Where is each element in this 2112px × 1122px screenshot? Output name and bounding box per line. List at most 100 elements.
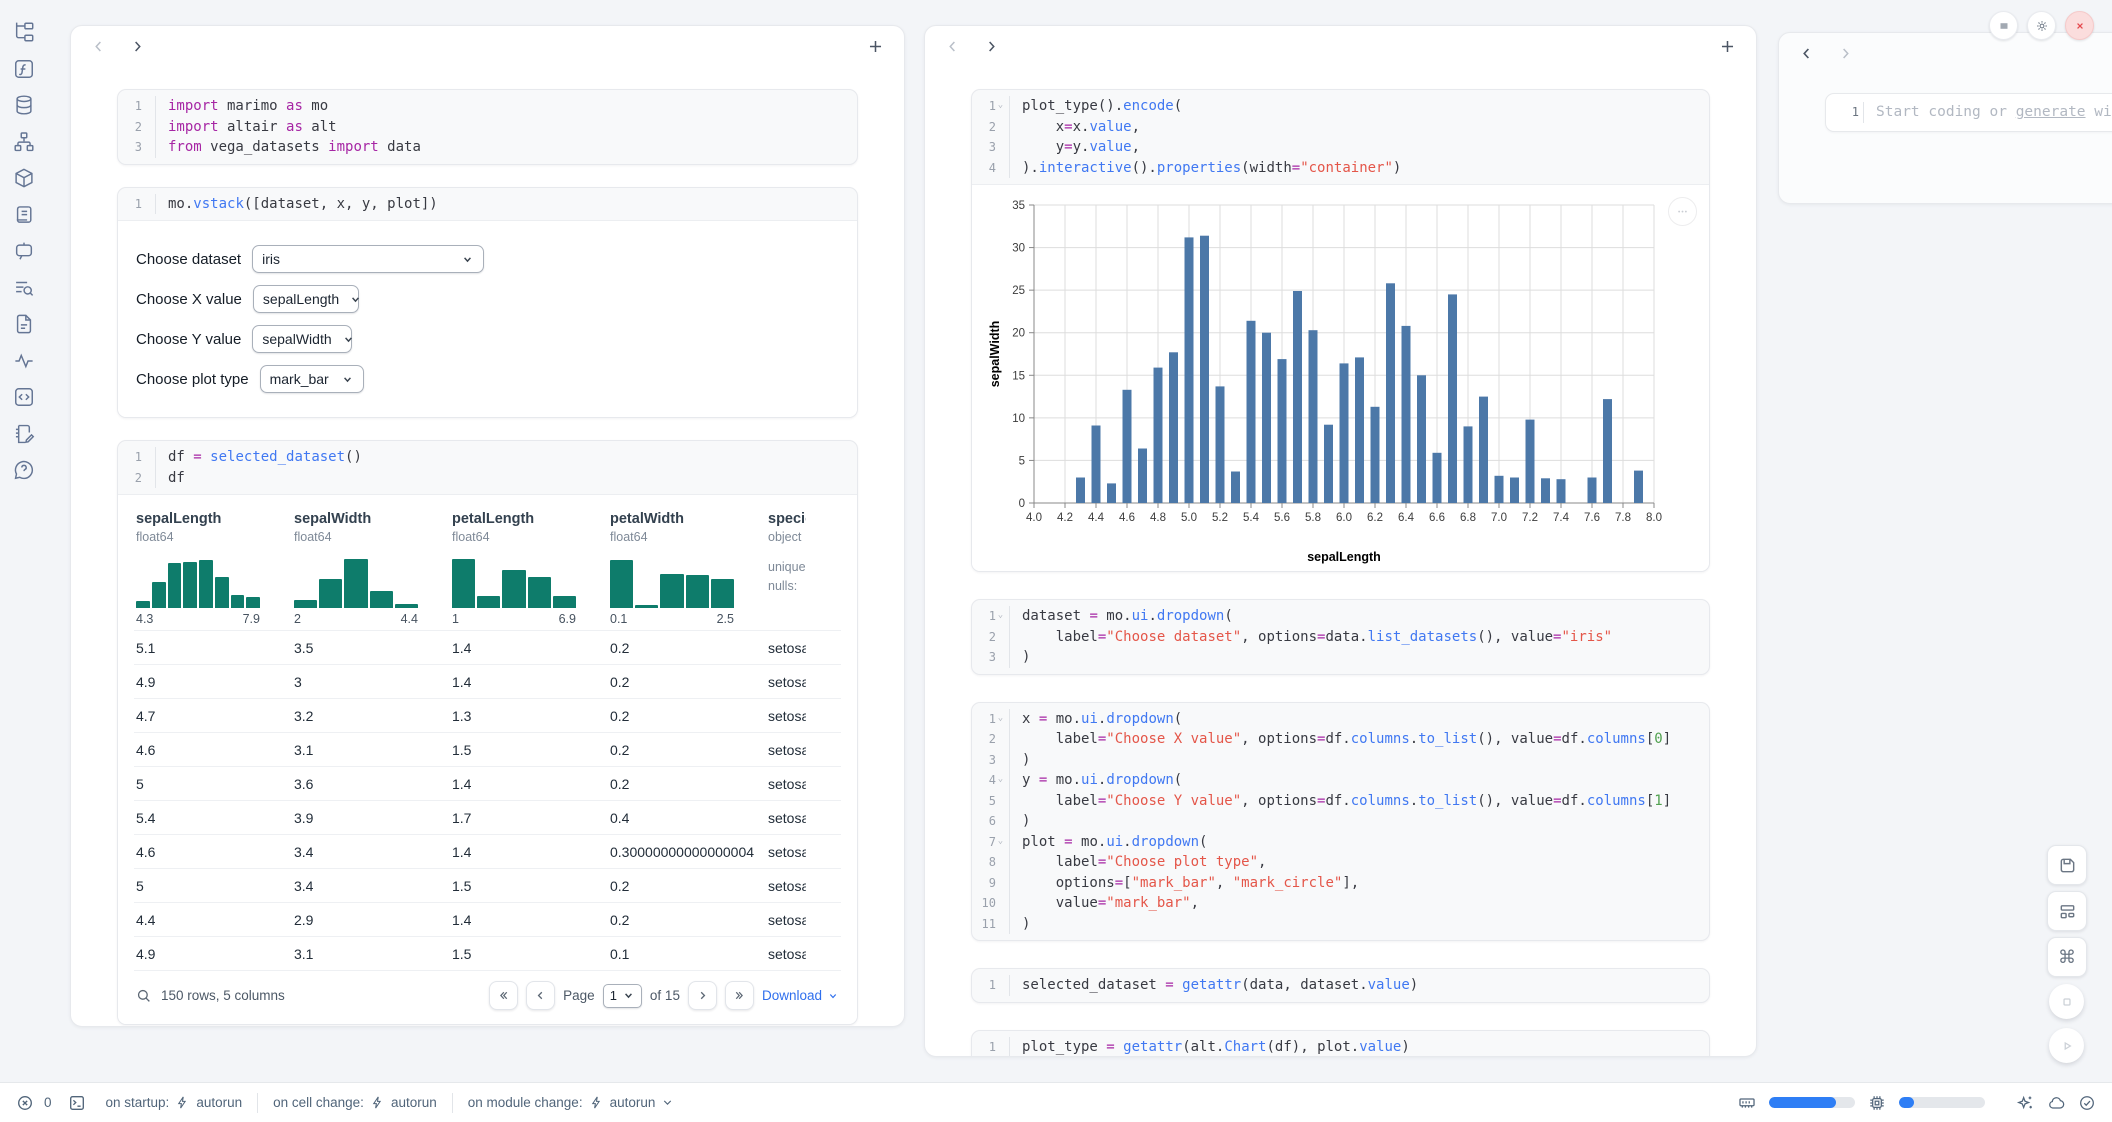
code-text: plot_type = getattr(alt.Chart(df), plot.… [1010,1037,1410,1058]
layout-button[interactable] [2047,891,2087,931]
fold-chevron-icon[interactable]: ⌄ [996,605,1005,626]
svg-text:7.6: 7.6 [1584,512,1600,524]
fold-chevron-icon[interactable]: ⌄ [996,708,1005,729]
page-select[interactable]: 1 [603,984,642,1008]
svg-text:6.4: 6.4 [1398,512,1415,524]
fold-chevron-icon[interactable]: ⌄ [996,95,1005,116]
activity-icon[interactable] [13,350,35,372]
search-icon[interactable] [136,988,152,1004]
menu-button[interactable] [1989,11,2018,40]
lightning-icon [370,1095,385,1110]
dropdown-select[interactable]: sepalLength [253,285,359,313]
table-cell: setosa [766,912,806,928]
code-line: 2⌄ label="Choose X value", options=df.co… [972,729,1699,750]
cloud-status-icon[interactable] [2047,1094,2065,1112]
on-startup-toggle[interactable]: on startup: autorun [106,1095,243,1110]
row-count-summary: 150 rows, 5 columns [161,988,285,1003]
column-forward-icon[interactable] [130,39,145,54]
command-palette-button[interactable]: ⌘ [2047,937,2087,977]
menu-icon [1997,19,2011,33]
code-editor[interactable]: 1⌄mo.vstack([dataset, x, y, plot]) [118,188,857,221]
pagination-first-button[interactable] [489,981,518,1010]
column-header[interactable]: speciesobjectunique:nulls: [766,509,806,630]
column-forward-icon[interactable] [984,39,999,54]
ai-sparkles-icon[interactable] [2016,1094,2034,1112]
on-cell-change-toggle[interactable]: on cell change: autorun [273,1095,437,1110]
table-cell: 1.4 [450,674,608,690]
column-back-icon[interactable] [91,39,106,54]
svg-text:0: 0 [1019,498,1025,510]
table-cell: 0.30000000000000004 [608,844,766,860]
column-header[interactable]: sepalLengthfloat644.37.9 [134,509,292,630]
column-forward-icon[interactable] [1838,46,1853,61]
table-row: 4.93.11.50.1setosa [134,936,841,970]
workflow-icon[interactable] [13,131,35,153]
fold-chevron-icon[interactable]: ⌄ [996,831,1005,852]
code-line: 1⌄selected_dataset = getattr(data, datas… [972,975,1699,996]
column-header[interactable]: petalWidthfloat640.12.5 [608,509,766,630]
database-icon[interactable] [13,94,35,116]
close-button[interactable] [2065,11,2094,40]
code-editor[interactable]: 1⌄x = mo.ui.dropdown(2⌄ label="Choose X … [972,703,1709,941]
pagination-next-button[interactable] [688,981,717,1010]
help-circle-icon[interactable] [13,459,35,481]
table-cell: 2.9 [292,912,450,928]
file-tree-icon[interactable] [13,21,35,43]
column-header[interactable]: petalLengthfloat6416.9 [450,509,608,630]
terminal-icon[interactable] [68,1094,86,1112]
code-editor[interactable]: 1⌄import marimo as mo2⌄import altair as … [118,90,857,164]
column-header[interactable]: sepalWidthfloat6424.4 [292,509,450,630]
errors-icon[interactable] [16,1094,34,1112]
connected-check-icon[interactable] [2078,1094,2096,1112]
code-text: ) [1010,811,1030,832]
code-square-icon[interactable] [13,386,35,408]
code-editor[interactable]: 1⌄df = selected_dataset()2⌄df [118,441,857,494]
table-row: 53.41.50.2setosa [134,868,841,902]
list-search-icon[interactable] [13,277,35,299]
add-cell-icon[interactable] [1719,38,1736,55]
add-cell-icon[interactable] [867,38,884,55]
table-footer: 150 rows, 5 columnsPage1of 15Download [134,970,841,1012]
notebook-cell: 1⌄mo.vstack([dataset, x, y, plot])Choose… [117,187,858,419]
table-cell: 1.4 [450,844,608,860]
pagination-prev-button[interactable] [526,981,555,1010]
run-button[interactable] [2049,1028,2084,1063]
dropdown-select[interactable]: mark_bar [260,365,364,393]
pagination-last-button[interactable] [725,981,754,1010]
generate-link[interactable]: generate [2016,104,2086,120]
notebook-cell: 1⌄plot_type = getattr(alt.Chart(df), plo… [971,1030,1710,1058]
dots-menu-icon [1675,204,1690,219]
stop-button[interactable] [2049,984,2084,1019]
column-name: sepalLength [136,511,284,527]
ram-usage-meter [1769,1097,1855,1108]
on-module-change-toggle[interactable]: on module change: autorun [468,1095,675,1110]
code-editor[interactable]: 1⌄plot_type().encode(2⌄ x=x.value,3⌄ y=y… [972,90,1709,184]
settings-button[interactable] [2027,11,2056,40]
function-square-icon[interactable] [13,58,35,80]
notebook-pen-icon[interactable] [13,423,35,445]
dropdown-select[interactable]: iris [252,245,484,273]
code-editor[interactable]: 1⌄selected_dataset = getattr(data, datas… [972,969,1709,1002]
table-cell: 5.1 [134,640,292,656]
code-line: 2⌄df [118,468,847,489]
dropdown-select[interactable]: sepalWidth [252,325,352,353]
line-number: 1⌄ [118,96,156,117]
bot-message-icon[interactable] [13,240,35,262]
bar-chart[interactable]: 051015202530354.04.24.44.64.85.05.25.45.… [986,195,1692,567]
column-back-icon[interactable] [945,39,960,54]
package-icon[interactable] [13,167,35,189]
save-button[interactable] [2047,845,2087,885]
chart-actions-button[interactable] [1668,197,1697,226]
column-back-icon[interactable] [1799,46,1814,61]
table-cell: 4.6 [134,844,292,860]
fold-chevron-icon[interactable]: ⌄ [996,769,1005,790]
svg-text:35: 35 [1012,200,1025,212]
ai-code-editor[interactable]: 1 Start coding or generate with [1825,93,2112,132]
chart-output[interactable]: 051015202530354.04.24.44.64.85.05.25.45.… [972,184,1709,571]
close-icon [2073,19,2087,33]
code-editor[interactable]: 1⌄plot_type = getattr(alt.Chart(df), plo… [972,1031,1709,1058]
download-link[interactable]: Download [762,988,839,1003]
document-icon[interactable] [13,313,35,335]
code-editor[interactable]: 1⌄dataset = mo.ui.dropdown(2⌄ label="Cho… [972,600,1709,674]
scroll-text-icon[interactable] [13,204,35,226]
